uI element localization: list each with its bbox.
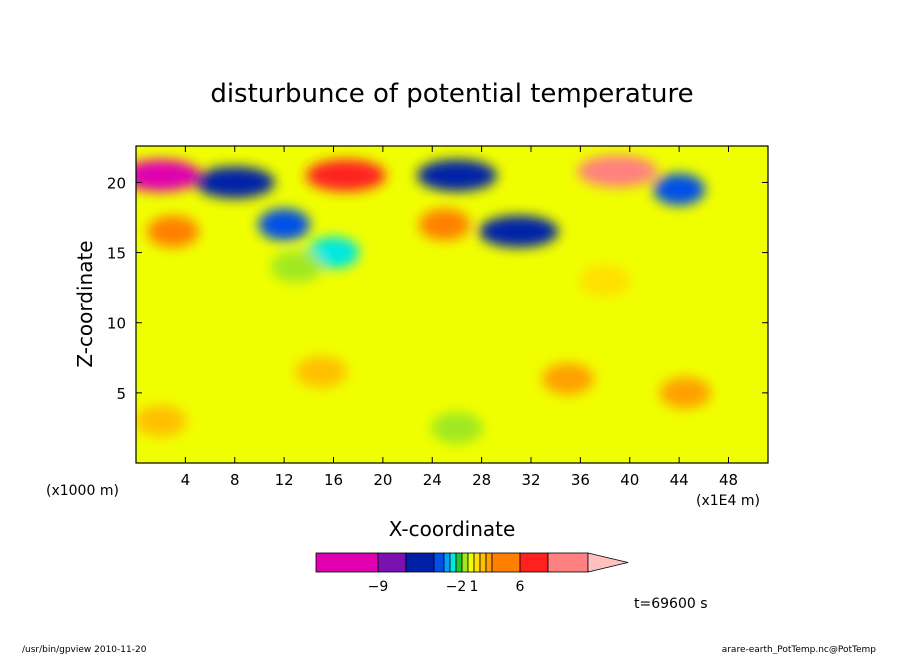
footer-command: /usr/bin/gpview 2010-11-20 <box>22 645 147 654</box>
colorbar-segment <box>519 552 549 573</box>
field-feature-17 <box>136 404 187 437</box>
x-tick-label: 48 <box>719 471 738 489</box>
colorbar-tick-label: −2 <box>446 579 467 595</box>
field-feature-11 <box>270 250 323 283</box>
colorbar-segment <box>479 552 487 573</box>
field-feature-9 <box>258 208 311 241</box>
x-axis-label: X-coordinate <box>389 517 516 541</box>
x-unit-label: (x1E4 m) <box>696 493 760 509</box>
colorbar-segment <box>449 552 457 573</box>
y-tick-label: 10 <box>107 315 126 333</box>
field-feature-13 <box>295 355 348 388</box>
plot-area <box>136 146 768 463</box>
field-feature-7 <box>147 215 200 248</box>
colorbar-segment <box>315 552 379 573</box>
colorbar-segment <box>547 552 589 573</box>
x-tick-label: 28 <box>472 471 491 489</box>
x-tick-label: 4 <box>181 471 191 489</box>
field-feature-15 <box>659 376 712 409</box>
y-tick-label: 5 <box>116 385 126 403</box>
colorbar-segment <box>467 552 475 573</box>
field-feature-4 <box>478 215 559 248</box>
x-tick-label: 36 <box>571 471 590 489</box>
colorbar: −9 −2 1 6 <box>315 552 629 595</box>
field-feature-8 <box>418 208 471 241</box>
colorbar-segment <box>443 552 451 573</box>
y-axis-label: Z-coordinate <box>73 240 97 367</box>
x-tick-label: 24 <box>423 471 442 489</box>
colorbar-segment <box>405 552 435 573</box>
plot-frame <box>135 145 769 464</box>
time-label: t=69600 s <box>634 596 708 612</box>
x-tick-label: 44 <box>670 471 689 489</box>
colorbar-tick-label: 1 <box>470 579 479 595</box>
field-feature-5 <box>577 155 658 188</box>
x-tick-label: 8 <box>230 471 240 489</box>
colorbar-segment <box>377 552 407 573</box>
colorbar-segment <box>485 552 493 573</box>
field-feature-1 <box>194 166 275 199</box>
field-feature-0 <box>136 159 201 192</box>
x-tick-label: 32 <box>521 471 540 489</box>
colorbar-segment <box>473 552 481 573</box>
x-tick-label: 12 <box>275 471 294 489</box>
colorbar-segment <box>455 552 463 573</box>
colorbar-segment <box>461 552 469 573</box>
colorbar-extension <box>587 552 629 573</box>
x-axis: 4 8 12 16 20 24 28 32 36 40 44 48 <box>181 146 738 489</box>
field-feature-16 <box>430 411 483 444</box>
x-tick-label: 40 <box>620 471 639 489</box>
y-unit-label: (x1000 m) <box>46 483 119 499</box>
footer-source: arare-earth_PotTemp.nc@PotTemp <box>722 645 877 654</box>
colorbar-tick-label: 6 <box>516 579 525 595</box>
y-axis: 5 10 15 20 <box>107 174 768 403</box>
contour-field <box>136 155 712 444</box>
colorbar-segment <box>491 552 521 573</box>
field-feature-2 <box>305 159 386 192</box>
field-feature-12 <box>579 264 632 297</box>
y-tick-label: 20 <box>107 174 126 192</box>
field-feature-6 <box>653 173 706 206</box>
colorbar-segment <box>433 552 445 573</box>
y-tick-label: 15 <box>107 245 126 263</box>
chart-title: disturbunce of potential temperature <box>210 79 693 109</box>
field-feature-14 <box>542 362 595 395</box>
field-feature-3 <box>416 159 497 192</box>
x-tick-label: 16 <box>324 471 343 489</box>
colorbar-tick-label: −9 <box>368 579 389 595</box>
x-tick-label: 20 <box>373 471 392 489</box>
